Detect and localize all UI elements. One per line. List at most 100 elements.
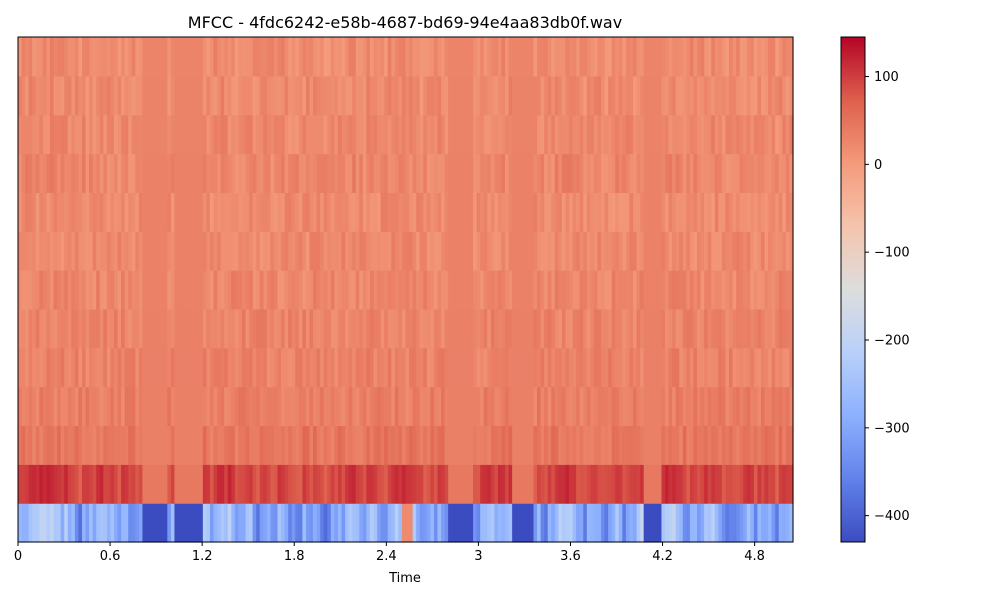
heatmap-cell <box>245 347 250 388</box>
heatmap-cell <box>775 231 780 271</box>
heatmap-cell <box>74 464 80 504</box>
heatmap-cell <box>675 231 680 271</box>
heatmap-cell <box>259 308 264 349</box>
heatmap-cell <box>142 114 147 155</box>
heatmap-cell <box>177 37 183 77</box>
heatmap-cell <box>465 153 471 193</box>
heatmap-cell <box>252 503 257 543</box>
heatmap-cell <box>284 37 289 77</box>
heatmap-cell <box>25 114 30 155</box>
heatmap-cell <box>170 425 176 465</box>
heatmap-cell <box>768 308 773 349</box>
heatmap-cell <box>476 347 481 388</box>
heatmap-cell <box>785 464 791 504</box>
heatmap-cell <box>213 270 218 310</box>
heatmap-cell <box>483 425 488 465</box>
heatmap-cell <box>99 308 104 349</box>
heatmap-cell <box>519 270 524 310</box>
heatmap-cell <box>213 192 218 232</box>
heatmap-cell <box>266 503 272 543</box>
heatmap-cell <box>160 231 165 271</box>
heatmap-cell <box>416 503 421 543</box>
heatmap-cell <box>661 464 666 504</box>
heatmap-cell <box>355 37 360 77</box>
heatmap-cell <box>46 386 51 427</box>
heatmap-cell <box>217 114 222 155</box>
heatmap-cell <box>352 192 357 232</box>
heatmap-cell <box>558 75 563 116</box>
heatmap-cell <box>423 192 428 232</box>
heatmap-cell <box>380 37 385 77</box>
heatmap-cell <box>67 75 72 116</box>
heatmap-cell <box>341 75 346 116</box>
heatmap-cell <box>647 114 652 155</box>
heatmap-cell <box>85 347 90 388</box>
heatmap-cell <box>106 386 112 427</box>
heatmap-cell <box>224 503 229 543</box>
heatmap-cell <box>622 308 627 349</box>
heatmap-cell <box>483 308 488 349</box>
heatmap-cell <box>305 37 311 77</box>
heatmap-cell <box>601 503 606 543</box>
heatmap-cell <box>497 270 503 310</box>
heatmap-cell <box>149 308 154 349</box>
heatmap-cell <box>128 37 133 77</box>
heatmap-cell <box>636 347 641 388</box>
heatmap-cell <box>217 231 222 271</box>
heatmap-cell <box>387 75 392 116</box>
heatmap-cell <box>227 503 232 543</box>
heatmap-cell <box>145 425 151 465</box>
heatmap-cell <box>316 153 321 193</box>
heatmap-cell <box>398 114 403 155</box>
heatmap-cell <box>707 114 712 155</box>
heatmap-cell <box>195 75 200 116</box>
heatmap-cell <box>394 231 399 271</box>
heatmap-cell <box>519 37 524 77</box>
heatmap-cell <box>245 464 250 504</box>
heatmap-cell <box>145 114 151 155</box>
heatmap-cell <box>263 308 268 349</box>
heatmap-cell <box>57 503 62 543</box>
heatmap-cell <box>60 503 65 543</box>
heatmap-cell <box>423 425 428 465</box>
heatmap-cell <box>252 114 257 155</box>
heatmap-cell <box>487 153 492 193</box>
heatmap-cell <box>270 114 275 155</box>
heatmap-cell <box>313 231 318 271</box>
heatmap-cell <box>352 386 357 427</box>
heatmap-cell <box>64 464 69 504</box>
heatmap-cell <box>729 464 734 504</box>
heatmap-cell <box>490 308 495 349</box>
heatmap-cell <box>423 386 428 427</box>
heatmap-cell <box>444 37 449 77</box>
heatmap-cell <box>419 464 424 504</box>
heatmap-cell <box>106 75 112 116</box>
heatmap-cell <box>170 192 176 232</box>
heatmap-cell <box>316 347 321 388</box>
heatmap-cell <box>103 270 108 310</box>
heatmap-cell <box>348 308 353 349</box>
heatmap-cell <box>633 192 638 232</box>
heatmap-cell <box>529 231 535 271</box>
heatmap-cell <box>508 153 513 193</box>
heatmap-cell <box>117 347 122 388</box>
heatmap-cell <box>266 347 272 388</box>
heatmap-cell <box>426 464 431 504</box>
heatmap-cell <box>757 386 762 427</box>
heatmap-cell <box>398 231 403 271</box>
heatmap-cell <box>764 153 769 193</box>
heatmap-cell <box>295 75 300 116</box>
heatmap-cell <box>327 192 332 232</box>
heatmap-cell <box>686 347 691 388</box>
heatmap-cell <box>85 153 90 193</box>
heatmap-cell <box>682 37 687 77</box>
heatmap-cell <box>401 114 407 155</box>
heatmap-cell <box>174 192 179 232</box>
heatmap-cell <box>263 231 268 271</box>
heatmap-cell <box>185 386 190 427</box>
heatmap-cell <box>92 153 97 193</box>
heatmap-cell <box>227 114 232 155</box>
heatmap-cell <box>394 425 399 465</box>
heatmap-cell <box>629 153 634 193</box>
